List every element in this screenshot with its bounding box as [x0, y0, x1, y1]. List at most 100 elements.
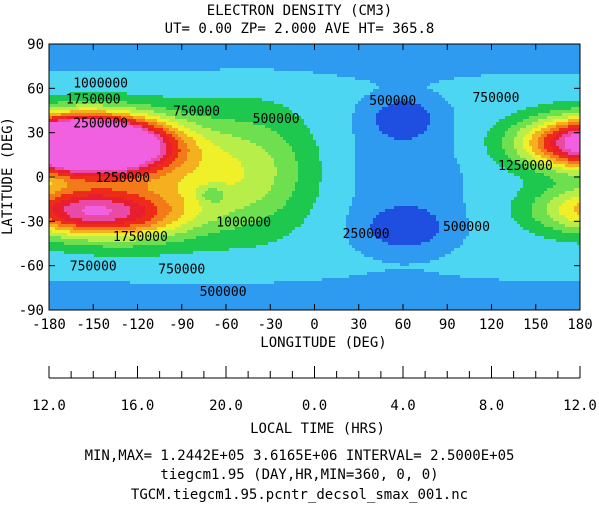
contour-fill-cell: [208, 218, 212, 222]
contour-fill-cell: [67, 176, 71, 180]
contour-fill-cell: [82, 77, 86, 81]
contour-fill-cell: [145, 293, 149, 297]
contour-fill-cell: [205, 272, 209, 276]
contour-fill-cell: [208, 248, 212, 252]
contour-fill-cell: [64, 308, 68, 311]
contour-fill-cell: [169, 56, 173, 60]
contour-fill-cell: [70, 206, 74, 210]
contour-fill-cell: [82, 83, 86, 87]
contour-fill-cell: [85, 227, 89, 231]
contour-fill-cell: [202, 254, 206, 258]
contour-fill-cell: [91, 275, 95, 279]
contour-fill-cell: [169, 98, 173, 102]
contour-fill-cell: [184, 104, 188, 108]
contour-fill-cell: [211, 125, 215, 129]
contour-fill-cell: [49, 122, 53, 126]
contour-fill-cell: [181, 134, 185, 138]
contour-fill-cell: [190, 305, 194, 309]
contour-fill-cell: [133, 161, 137, 165]
contour-fill-cell: [169, 161, 173, 165]
contour-fill-cell: [67, 86, 71, 90]
contour-fill-cell: [76, 170, 80, 174]
contour-fill-cell: [187, 167, 191, 171]
contour-fill-cell: [112, 299, 116, 303]
contour-fill-cell: [154, 215, 158, 219]
contour-fill-cell: [79, 296, 83, 300]
contour-fill-cell: [160, 44, 164, 48]
contour-fill-cell: [97, 182, 101, 186]
contour-fill-cell: [127, 71, 131, 75]
contour-fill-cell: [151, 89, 155, 93]
contour-fill-cell: [172, 47, 176, 51]
contour-fill-cell: [190, 275, 194, 279]
contour-fill-cell: [52, 56, 56, 60]
contour-fill-cell: [166, 254, 170, 258]
contour-fill-cell: [58, 215, 62, 219]
contour-fill-cell: [166, 227, 170, 231]
contour-fill-cell: [121, 128, 125, 132]
contour-fill-cell: [88, 95, 92, 99]
contour-fill-cell: [199, 44, 203, 48]
contour-fill-cell: [76, 227, 80, 231]
contour-fill-cell: [100, 140, 104, 144]
contour-fill-cell: [193, 242, 197, 246]
contour-fill-cell: [118, 218, 122, 222]
contour-fill-cell: [106, 74, 110, 78]
contour-fill-cell: [199, 65, 203, 69]
contour-fill-cell: [172, 212, 176, 216]
contour-fill-cell: [154, 176, 158, 180]
contour-fill-cell: [169, 44, 173, 48]
contour-fill-cell: [127, 278, 131, 282]
contour-fill-cell: [55, 47, 59, 51]
contour-fill-cell: [175, 242, 179, 246]
contour-fill-cell: [70, 53, 74, 57]
contour-fill-cell: [88, 293, 92, 297]
contour-fill-cell: [121, 203, 125, 207]
contour-fill-cell: [112, 131, 116, 135]
contour-fill-cell: [187, 185, 191, 189]
contour-fill-cell: [106, 104, 110, 108]
contour-fill-cell: [181, 281, 185, 285]
contour-fill-cell: [61, 272, 65, 276]
contour-fill-cell: [85, 290, 89, 294]
contour-fill-cell: [112, 275, 116, 279]
contour-fill-cell: [58, 131, 62, 135]
contour-fill-cell: [82, 197, 86, 201]
contour-fill-cell: [193, 215, 197, 219]
contour-fill-cell: [85, 134, 89, 138]
contour-fill-cell: [190, 245, 194, 249]
contour-fill-cell: [169, 233, 173, 237]
contour-fill-cell: [145, 203, 149, 207]
contour-fill-cell: [154, 134, 158, 138]
contour-fill-cell: [85, 260, 89, 264]
contour-fill-cell: [88, 44, 92, 48]
contour-fill-cell: [94, 119, 98, 123]
contour-fill-cell: [70, 278, 74, 282]
contour-fill-cell: [148, 221, 152, 225]
contour-fill-cell: [94, 233, 98, 237]
contour-fill-cell: [145, 89, 149, 93]
contour-fill-cell: [133, 272, 137, 276]
contour-fill-cell: [142, 287, 146, 291]
contour-fill-cell: [163, 179, 167, 183]
contour-fill-cell: [49, 284, 53, 288]
contour-fill-cell: [139, 263, 143, 267]
contour-fill-cell: [52, 107, 56, 111]
contour-fill-cell: [148, 248, 152, 252]
contour-fill-cell: [214, 71, 218, 75]
contour-fill-cell: [103, 86, 107, 90]
contour-fill-cell: [175, 83, 179, 87]
contour-fill-cell: [127, 77, 131, 81]
contour-fill-cell: [106, 176, 110, 180]
contour-fill-cell: [109, 188, 113, 192]
contour-fill-cell: [94, 281, 98, 285]
contour-fill-cell: [88, 161, 92, 165]
contour-fill-cell: [85, 236, 89, 240]
contour-fill-cell: [118, 143, 122, 147]
contour-fill-cell: [91, 119, 95, 123]
contour-fill-cell: [139, 239, 143, 243]
contour-fill-cell: [166, 122, 170, 126]
contour-fill-cell: [97, 59, 101, 63]
contour-fill-cell: [49, 194, 53, 198]
contour-fill-cell: [163, 122, 167, 126]
